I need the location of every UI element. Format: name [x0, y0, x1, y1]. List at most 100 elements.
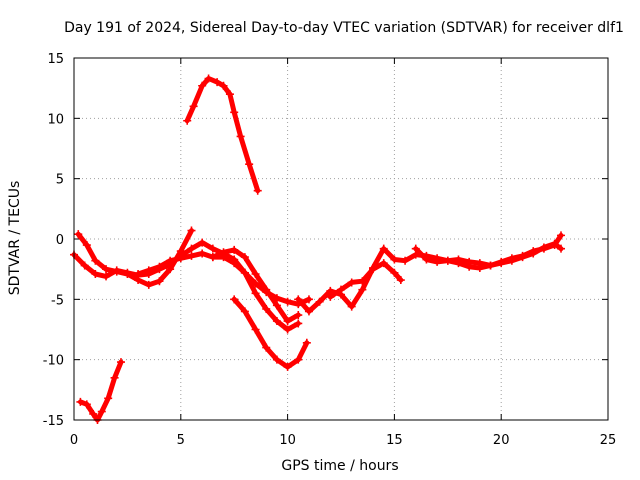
- data-point: [396, 276, 405, 285]
- data-point: [208, 244, 217, 253]
- data-point: [251, 325, 260, 334]
- data-point: [187, 226, 196, 235]
- data-point: [347, 302, 356, 311]
- data-point: [82, 400, 91, 409]
- data-point: [422, 255, 431, 264]
- data-point: [123, 269, 132, 278]
- data-point: [219, 253, 228, 262]
- y-tick-label: -15: [43, 414, 64, 429]
- data-point: [97, 407, 106, 416]
- data-point: [283, 325, 292, 334]
- data-point: [475, 263, 484, 272]
- series-sat-h: [295, 232, 564, 314]
- y-tick-label: 10: [47, 112, 64, 127]
- data-point: [433, 257, 442, 266]
- x-tick-label: 10: [279, 433, 296, 448]
- y-axis-label: SDTVAR / TECUs: [7, 181, 23, 296]
- y-tick-label: 0: [56, 233, 64, 248]
- data-point: [176, 254, 185, 263]
- data-point: [379, 259, 388, 268]
- data-point: [529, 249, 538, 258]
- data-point: [283, 297, 292, 306]
- data-point: [557, 244, 566, 253]
- data-point: [369, 265, 378, 274]
- data-point: [89, 409, 98, 418]
- data-point: [304, 307, 313, 316]
- data-point: [198, 81, 207, 90]
- data-point: [155, 262, 164, 271]
- data-point: [539, 243, 548, 252]
- data-point: [358, 285, 367, 294]
- data-point: [240, 253, 249, 262]
- series-sat-b: [75, 228, 194, 288]
- x-tick-label: 0: [70, 433, 78, 448]
- data-point: [166, 256, 175, 265]
- data-point: [550, 239, 559, 248]
- series-sat-g: [77, 359, 124, 423]
- data-point: [112, 267, 121, 276]
- data-point: [358, 277, 367, 286]
- data-point: [454, 259, 463, 268]
- series-sat-f: [231, 296, 310, 370]
- data-point: [294, 355, 303, 364]
- data-point: [557, 231, 566, 240]
- data-point: [302, 338, 311, 347]
- data-point: [251, 289, 260, 298]
- x-tick-label: 15: [386, 433, 403, 448]
- data-point: [315, 297, 324, 306]
- data-point: [240, 307, 249, 316]
- data-point: [230, 245, 239, 254]
- data-point: [294, 295, 303, 304]
- data-point: [262, 304, 271, 313]
- data-point: [272, 355, 281, 364]
- series-sat-i: [327, 260, 404, 300]
- data-point: [272, 301, 281, 310]
- data-point: [507, 256, 516, 265]
- data-point: [110, 373, 119, 382]
- data-point: [204, 74, 213, 83]
- data-point: [230, 108, 239, 117]
- data-point: [183, 116, 192, 125]
- data-point: [262, 285, 271, 294]
- data-point: [337, 285, 345, 294]
- data-series: [70, 74, 566, 424]
- y-tick-label: -5: [51, 293, 64, 308]
- data-point: [166, 265, 175, 274]
- data-point: [465, 262, 474, 271]
- data-point: [74, 230, 83, 239]
- data-point: [390, 255, 399, 264]
- chart-title: Day 191 of 2024, Sidereal Day-to-day VTE…: [64, 20, 624, 36]
- series-sat-c: [135, 247, 301, 324]
- data-point: [262, 343, 271, 352]
- data-point: [411, 244, 420, 253]
- data-point: [497, 259, 506, 268]
- data-point: [251, 269, 260, 278]
- data-point: [283, 317, 292, 326]
- data-point: [379, 244, 388, 253]
- data-point: [134, 269, 143, 278]
- data-point: [104, 394, 113, 403]
- data-point: [236, 132, 245, 141]
- data-point: [253, 186, 262, 195]
- x-tick-label: 5: [177, 433, 185, 448]
- data-point: [294, 311, 303, 320]
- data-point: [144, 280, 153, 289]
- data-point: [230, 259, 239, 268]
- y-tick-label: 5: [56, 173, 64, 188]
- data-point: [189, 102, 198, 111]
- data-point: [486, 261, 495, 270]
- data-point: [213, 78, 222, 87]
- data-point: [272, 317, 281, 326]
- data-point: [390, 268, 399, 277]
- data-point: [283, 362, 292, 371]
- data-point: [443, 256, 452, 265]
- y-tick-label: -10: [43, 354, 64, 369]
- data-point: [155, 277, 164, 286]
- data-point: [187, 251, 196, 260]
- plot-frame: [73, 57, 609, 421]
- data-point: [82, 241, 91, 250]
- data-point: [76, 397, 85, 406]
- data-point: [230, 295, 239, 304]
- data-point: [102, 272, 111, 281]
- data-point: [347, 278, 356, 287]
